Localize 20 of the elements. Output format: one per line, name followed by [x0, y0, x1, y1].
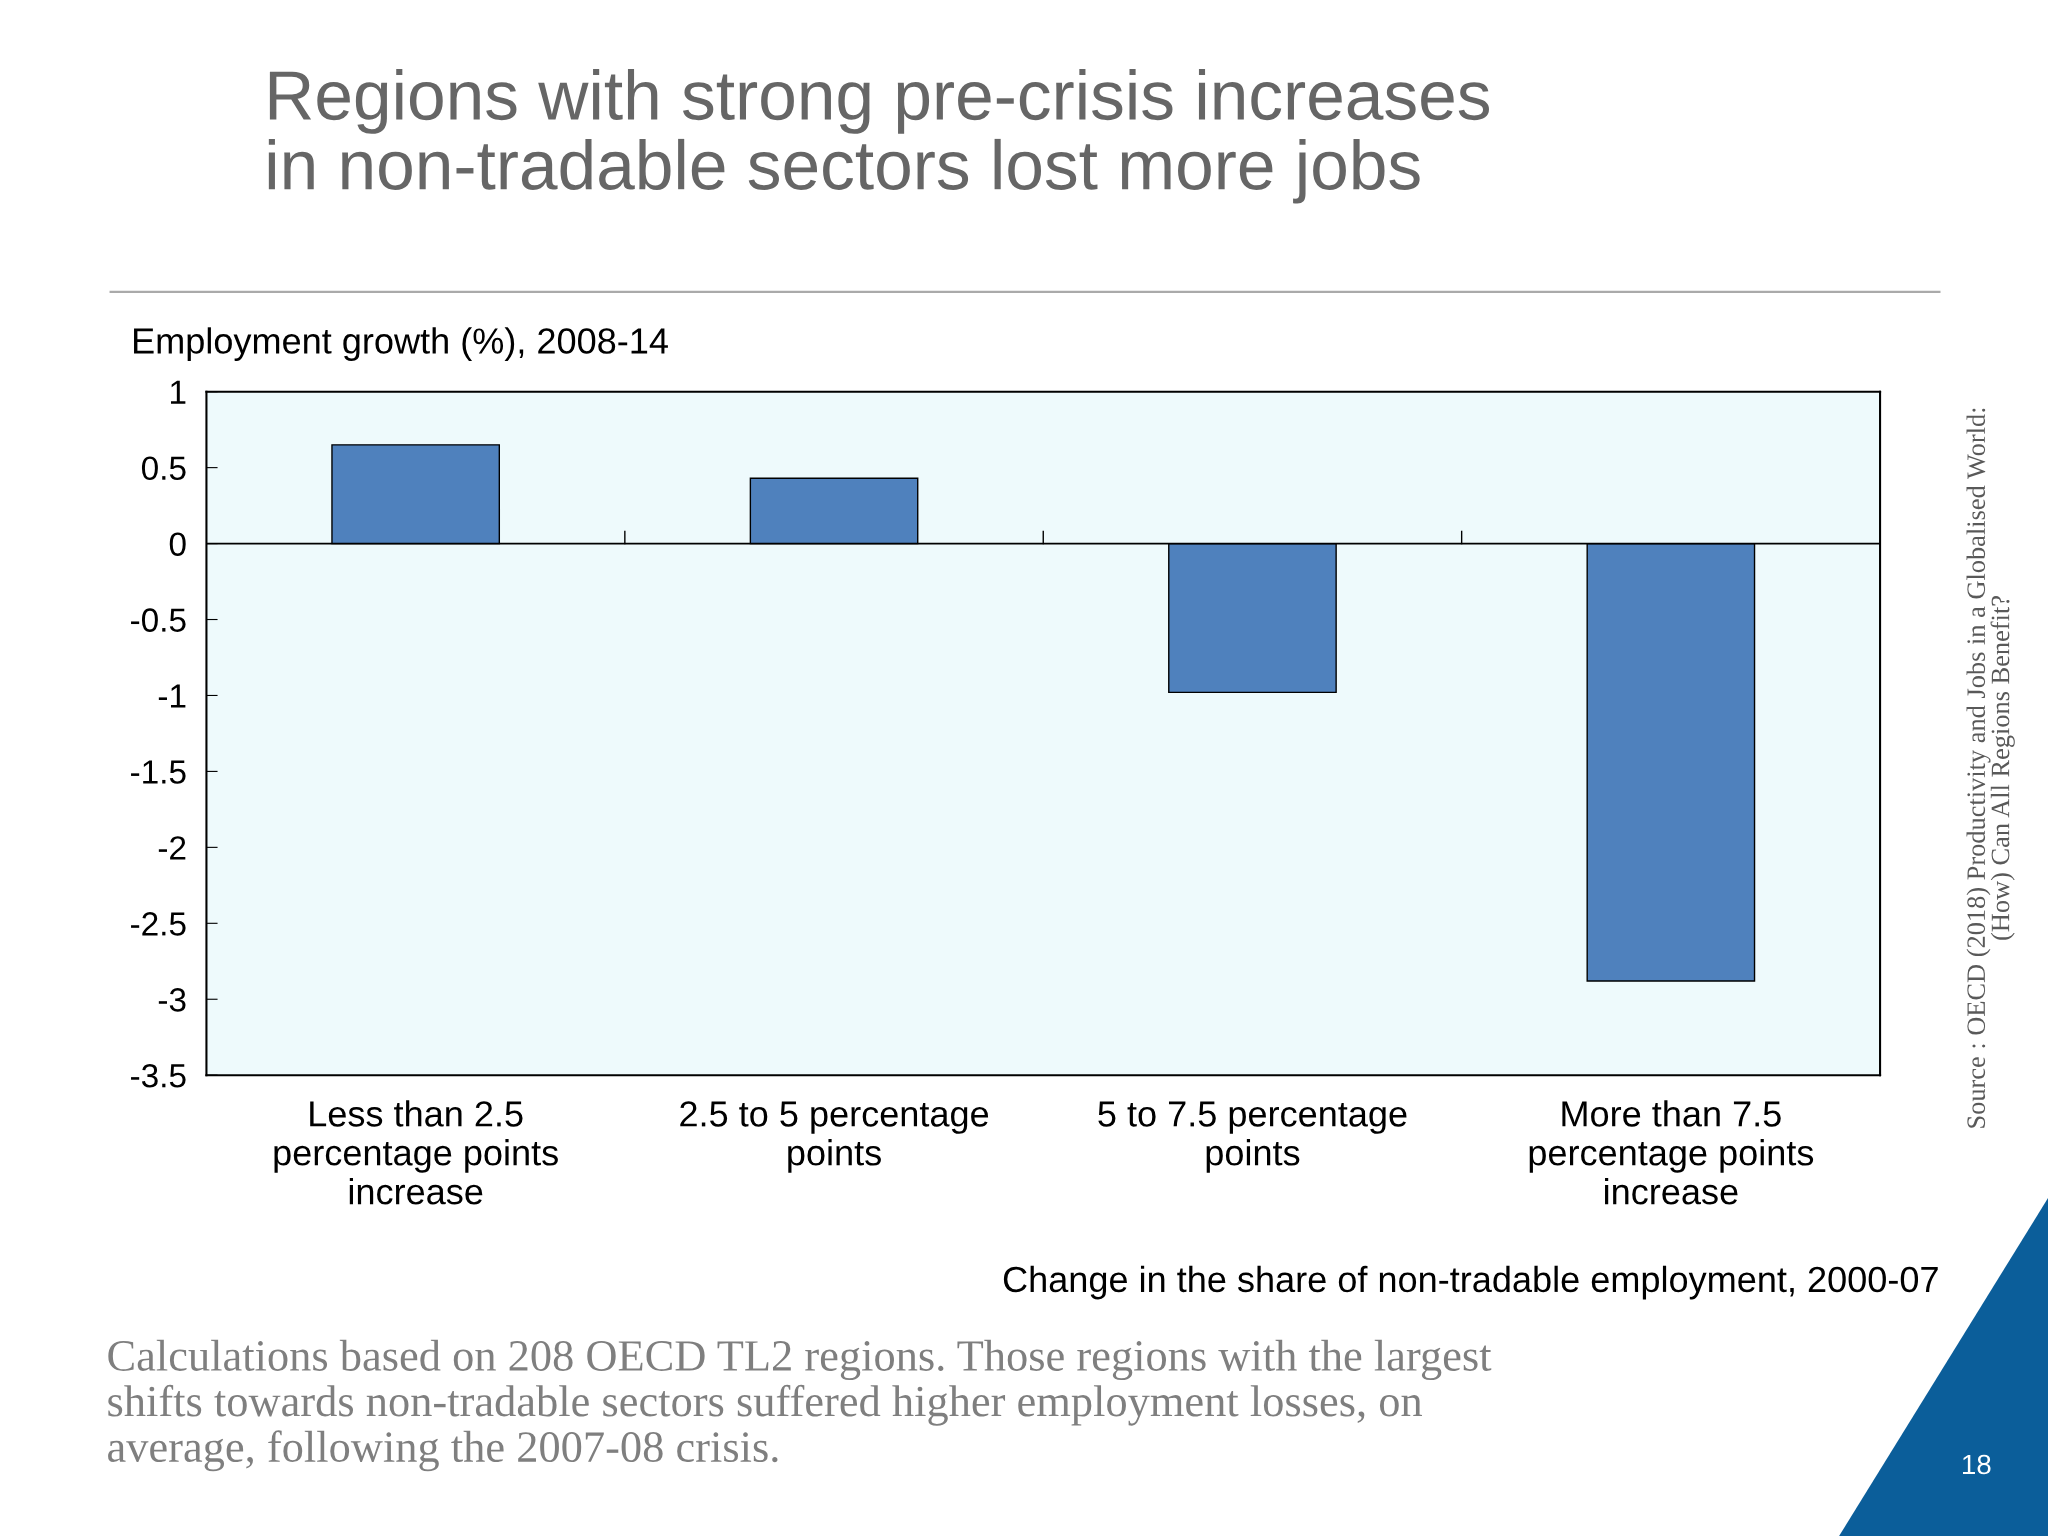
y-tick-label: -1 — [158, 684, 186, 708]
y-axis-title: Employment growth (%), 2008-14 — [134, 327, 668, 361]
y-tick-label: -3.5 — [131, 1064, 186, 1088]
y-tick-label: 1 — [171, 380, 186, 404]
y-tick-label: -0.5 — [131, 608, 186, 632]
x-tick-label: More than 7.5 percentage points increase — [1529, 1100, 1814, 1205]
x-tick-label: 5 to 7.5 percentage points — [1098, 1101, 1407, 1173]
y-tick-label: 0.5 — [141, 456, 186, 481]
y-tick-label: 0 — [169, 532, 186, 556]
y-tick-label: -2 — [158, 836, 186, 860]
text: Calculations based on 208 OECD TL2 regions. Those regions with the largest shifts towards non-tradable sectors suffered higher employment losses, on average, following the 2007-08 crisis. — [108, 1339, 1492, 1472]
x-tick-label: 2.5 to 5 percentage points — [680, 1101, 989, 1173]
chart-title: Regions with strong pre-crisis increases in non-tradable sectors lost more jobs — [268, 69, 1489, 204]
source-note: Source : OECD (2018) Productivity and Jobs in a Globalised World: (How) Can All Regions Benefit? — [1966, 408, 2015, 1128]
y-tick-label: -3 — [158, 988, 186, 1012]
x-tick-label: Less than 2.5 percentage points increase — [274, 1100, 558, 1205]
y-tick-label: -2.5 — [131, 912, 186, 936]
text: 18 — [1962, 1454, 1991, 1475]
y-tick-label: -1.5 — [131, 760, 186, 784]
x-axis-title: Change in the share of non-tradable employment, 2000-07 — [1003, 1265, 1938, 1300]
